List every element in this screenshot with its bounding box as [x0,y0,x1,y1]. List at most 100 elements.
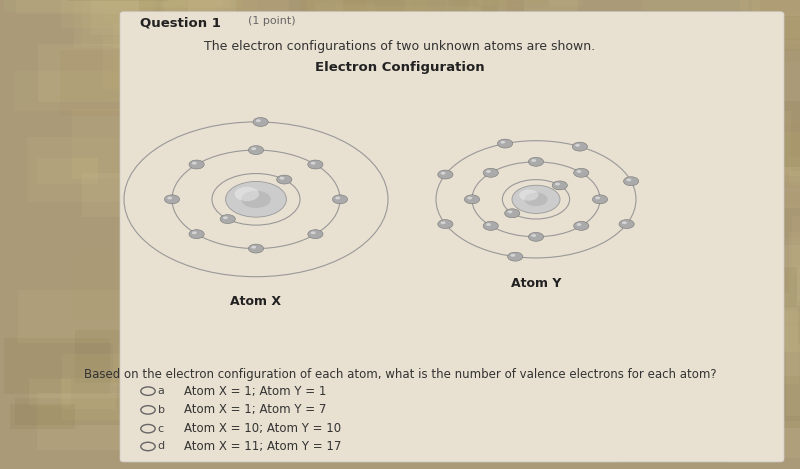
Bar [412,0,525,13]
Circle shape [534,198,538,201]
Bar [412,0,507,11]
Circle shape [519,189,538,201]
Bar [62,354,202,420]
Bar [157,406,236,448]
Bar [68,0,169,1]
Bar [742,193,800,238]
Bar [90,0,236,35]
Bar [103,36,242,89]
Circle shape [528,233,544,242]
Bar [0,297,800,313]
Bar [494,237,590,296]
Circle shape [575,144,580,147]
Bar [306,0,448,13]
Bar [300,301,444,335]
Bar [469,207,582,232]
Bar [262,362,409,413]
Bar [535,129,620,197]
Bar [786,348,800,416]
Circle shape [464,195,480,204]
Bar [350,123,430,154]
Circle shape [528,158,544,166]
Bar [326,178,397,210]
Text: Atom X = 1; Atom Y = 7: Atom X = 1; Atom Y = 7 [184,403,326,416]
Bar [342,0,498,15]
Circle shape [279,177,285,180]
Bar [0,328,800,344]
Bar [75,330,227,383]
Bar [637,10,717,52]
Text: Atom X = 1; Atom Y = 1: Atom X = 1; Atom Y = 1 [184,385,326,398]
Circle shape [531,159,536,162]
Bar [750,326,798,384]
Bar [203,221,311,279]
Bar [74,0,222,48]
Bar [153,402,249,452]
Bar [318,229,454,269]
Bar [701,101,800,167]
Bar [258,14,314,71]
Bar [235,85,338,134]
Circle shape [253,197,259,201]
Circle shape [555,182,560,185]
Bar [327,400,386,457]
Circle shape [310,231,315,234]
Circle shape [189,230,204,239]
Bar [318,177,469,217]
Bar [0,250,800,266]
Bar [664,250,784,283]
Text: (1 point): (1 point) [248,16,296,26]
Bar [743,171,800,208]
Bar [30,379,71,406]
Bar [547,216,602,263]
Bar [290,173,406,197]
Bar [282,278,342,326]
Bar [182,218,257,270]
Circle shape [552,181,567,190]
Circle shape [251,147,256,150]
Bar [0,313,800,328]
Bar [453,355,507,394]
Circle shape [515,187,557,212]
Bar [492,0,549,5]
Bar [284,114,382,165]
Circle shape [510,254,515,257]
Bar [37,158,98,184]
Bar [474,259,598,305]
Circle shape [623,177,638,186]
Circle shape [333,195,348,204]
Bar [0,125,800,141]
Circle shape [524,192,548,206]
Bar [159,410,297,466]
Bar [676,422,800,458]
Bar [450,299,571,357]
Text: The electron configurations of two unknown atoms are shown.: The electron configurations of two unkno… [205,40,595,53]
Bar [754,123,800,188]
Bar [470,90,562,120]
Bar [73,109,158,179]
Bar [751,0,800,49]
Bar [0,360,800,375]
Bar [126,228,166,292]
Bar [113,23,162,93]
Circle shape [251,246,256,249]
Bar [581,79,666,114]
Bar [710,274,764,304]
Text: Atom X = 11; Atom Y = 17: Atom X = 11; Atom Y = 17 [184,440,342,453]
Bar [334,6,478,31]
Bar [595,324,658,351]
Bar [4,338,110,393]
Bar [409,180,545,234]
Bar [321,174,379,206]
Text: b: b [158,405,165,415]
Bar [595,321,730,372]
Circle shape [249,195,263,204]
Circle shape [308,230,323,239]
Bar [476,245,584,310]
Circle shape [574,221,589,230]
Bar [140,0,242,8]
Circle shape [256,119,261,122]
Bar [0,156,800,172]
Text: Based on the electron configuration of each atom, what is the number of valence​: Based on the electron configuration of e… [84,368,716,381]
Bar [410,331,527,363]
